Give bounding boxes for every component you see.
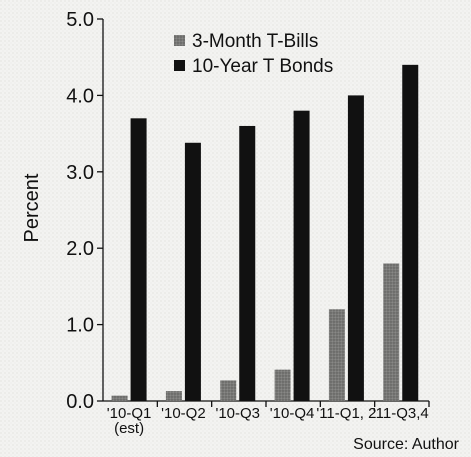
legend-label-10-year-t-bonds: 10-Year T Bonds xyxy=(192,56,333,77)
y-tick-label: 4.0 xyxy=(66,85,94,107)
legend-label-3-month-t-bills: 3-Month T-Bills xyxy=(192,31,318,52)
x-category-label: '11-Q3,4 xyxy=(373,405,429,422)
bar-3-month-t-bills xyxy=(274,369,291,401)
x-category-sublabel: (est) xyxy=(114,420,144,437)
y-axis-label: Percent xyxy=(21,173,43,242)
bar-3-month-t-bills xyxy=(220,380,237,401)
bar-10-year-t-bonds xyxy=(130,118,147,401)
y-tick-label: 0.0 xyxy=(66,391,94,413)
bar-3-month-t-bills xyxy=(328,309,345,401)
bar-10-year-t-bonds xyxy=(293,110,310,402)
x-category-label: '10-Q4 xyxy=(270,405,315,422)
y-tick-label: 2.0 xyxy=(66,238,94,260)
bar-10-year-t-bonds xyxy=(402,64,419,401)
legend-swatch-3-month-t-bills xyxy=(174,35,185,46)
bar-3-month-t-bills xyxy=(111,395,128,401)
legend-swatch-10-year-t-bonds xyxy=(174,60,185,71)
legend: 3-Month T-Bills 10-Year T Bonds xyxy=(174,31,333,77)
y-tick-label: 1.0 xyxy=(66,315,94,337)
bar-10-year-t-bonds xyxy=(347,95,364,402)
plot-layer: 0.0 1.0 2.0 3.0 4.0 5.0 '10-Q1(est) '10-Q2 '10-Q… xyxy=(66,9,430,437)
bar-3-month-t-bills xyxy=(383,263,400,401)
bar-10-year-t-bonds xyxy=(239,125,256,402)
x-category-label: '10-Q3 xyxy=(215,405,260,422)
y-tick-label: 5.0 xyxy=(66,9,94,31)
bar-3-month-t-bills xyxy=(165,391,182,401)
bar-10-year-t-bonds xyxy=(184,142,201,401)
source-label: Source: Author xyxy=(353,436,460,453)
x-category-label: '11-Q1, 2 xyxy=(316,405,376,422)
x-category-label: '10-Q1 xyxy=(107,405,152,422)
x-category-label: '10-Q2 xyxy=(161,405,206,422)
y-tick-label: 3.0 xyxy=(66,162,94,184)
